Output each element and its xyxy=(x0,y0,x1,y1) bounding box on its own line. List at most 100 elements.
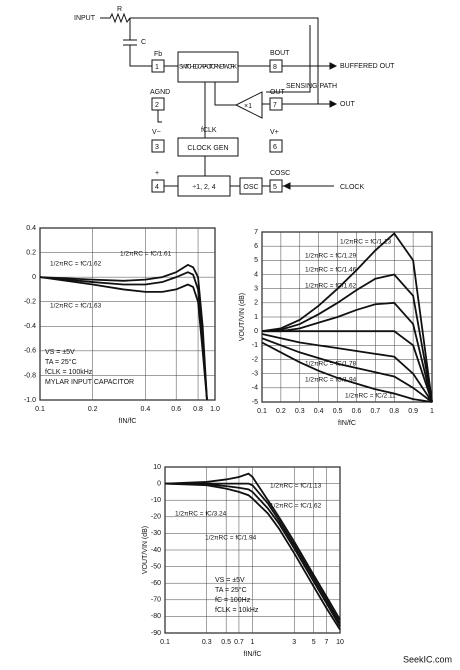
y-tick-label: -2 xyxy=(252,356,258,363)
footer: SeekIC.com xyxy=(403,654,452,664)
y-tick-label: -0.8 xyxy=(24,372,36,379)
x-tick-label: 0.1 xyxy=(257,408,267,415)
annotation: fCLK = 10kHz xyxy=(215,607,259,614)
x-tick-label: 0.8 xyxy=(389,408,399,415)
wire xyxy=(100,12,319,104)
annotation: TA = 25°C xyxy=(215,586,247,594)
pin xyxy=(269,139,283,153)
annotation: VS = ±5V xyxy=(215,577,245,584)
label: SENSING PATH xyxy=(286,83,337,90)
series-label: 1/2πRC = fC/1.78 xyxy=(305,361,357,368)
y-tick-label: 10 xyxy=(153,464,161,471)
y-tick-label: 1 xyxy=(254,314,258,321)
x-tick-label: 0.9 xyxy=(408,408,418,415)
series-label: 1/2πRC = fC/3.24 xyxy=(175,511,227,518)
series-label: 1/2πRC = fC/1.94 xyxy=(205,535,257,542)
x-axis-label: fIN/fC xyxy=(244,651,262,658)
series-line xyxy=(261,333,433,403)
series-line xyxy=(261,273,433,403)
series-label: 1/2πRC = fC/1.29 xyxy=(305,253,357,260)
buffer xyxy=(234,91,263,119)
x-tick-label: 0.8 xyxy=(193,406,203,413)
series-label: 1/2πRC = fC/1.62 xyxy=(270,503,322,510)
x-tick-label: 0.2 xyxy=(88,406,98,413)
series-line xyxy=(165,482,341,624)
series-label: 1/2πRC = fC/1.13 xyxy=(270,483,322,490)
y-tick-label: 6 xyxy=(254,243,258,250)
x-tick-label: 3 xyxy=(292,639,296,646)
x-tick-label: 0.4 xyxy=(140,406,150,413)
annotation: TA = 25°C xyxy=(45,358,77,366)
label: BOUT xyxy=(270,50,290,57)
label: INPUT xyxy=(74,15,96,22)
y-tick-label: 4 xyxy=(254,271,258,278)
x-tick-label: 7 xyxy=(324,639,328,646)
y-tick-label: -5 xyxy=(252,399,258,406)
series-label: 1/2πRC = fC/1.62 xyxy=(50,261,102,268)
series-line xyxy=(39,276,208,401)
y-tick-label: -60 xyxy=(151,580,161,587)
label: AGND xyxy=(150,89,170,96)
series-label: 1/2πRC = fC/1.61 xyxy=(120,251,172,258)
x-tick-label: 0.7 xyxy=(234,639,244,646)
label: 7 xyxy=(273,102,277,109)
block-diagram: INPUT R C Fb 1 AGND 2 SWITCHED CAPACITOR… xyxy=(74,6,395,197)
label: 6 xyxy=(273,144,277,151)
annotation: MYLAR INPUT CAPACITOR xyxy=(45,379,134,386)
label: R xyxy=(117,6,122,13)
series-label: 1/2πRC = fC/1.13 xyxy=(340,239,392,246)
label: V+ xyxy=(270,129,279,136)
label: 8 xyxy=(273,64,277,71)
label: 4 xyxy=(155,184,159,191)
x-tick-label: 1.0 xyxy=(210,406,220,413)
y-tick-label: -50 xyxy=(151,563,161,570)
series-label: 1/2πRC = fC/2.11 xyxy=(345,393,396,400)
arrow xyxy=(282,182,291,190)
annotation: fC = 100Hz xyxy=(215,597,251,604)
label: 1 xyxy=(155,64,159,71)
series-line xyxy=(164,482,341,631)
y-tick-label: 5 xyxy=(254,257,258,264)
y-tick-label: 0 xyxy=(157,480,161,487)
label: OSC xyxy=(243,184,258,191)
y-tick-label: -40 xyxy=(151,547,161,554)
wire xyxy=(129,45,152,67)
y-tick-label: -80 xyxy=(151,613,161,620)
x-tick-label: 1 xyxy=(251,639,255,646)
annotation: VS = ±5V xyxy=(45,349,75,356)
y-tick-label: -90 xyxy=(151,630,161,637)
label: ÷1, 2, 4 xyxy=(192,184,215,191)
arrow xyxy=(329,100,338,108)
wire xyxy=(214,82,236,106)
series-line xyxy=(261,341,433,403)
y-axis-label: VOUT/VIN (dB) xyxy=(142,526,149,574)
label: fCLK xyxy=(201,127,217,134)
y-tick-label: -20 xyxy=(151,514,161,521)
label: C xyxy=(141,39,146,46)
y-tick-label: -1 xyxy=(252,342,258,349)
annotation: fCLK = 100kHz xyxy=(45,369,93,376)
x-axis-label: fIN/fC xyxy=(338,420,356,427)
y-tick-label: 3 xyxy=(254,286,258,293)
x-tick-label: 0.3 xyxy=(202,639,212,646)
y-tick-label: -3 xyxy=(252,371,258,378)
y-tick-label: 0 xyxy=(32,274,36,281)
series-line xyxy=(39,263,208,401)
label: CLOCK GEN xyxy=(187,145,228,152)
series-line xyxy=(262,330,433,403)
y-tick-label: 2 xyxy=(254,300,258,307)
x-tick-label: 0.5 xyxy=(221,639,231,646)
x-tick-label: 0.6 xyxy=(352,408,362,415)
x-tick-label: 0.1 xyxy=(160,639,170,646)
series-line xyxy=(164,482,341,627)
y-tick-label: -70 xyxy=(151,597,161,604)
y-tick-label: -10 xyxy=(151,497,161,504)
x-axis-label: fIN/fC xyxy=(119,418,137,425)
label: CLOCK xyxy=(340,184,364,191)
y-tick-label: -0.2 xyxy=(24,299,36,306)
label: COSC xyxy=(270,170,290,177)
y-tick-label: -0.4 xyxy=(24,323,36,330)
label: V− xyxy=(152,129,161,136)
